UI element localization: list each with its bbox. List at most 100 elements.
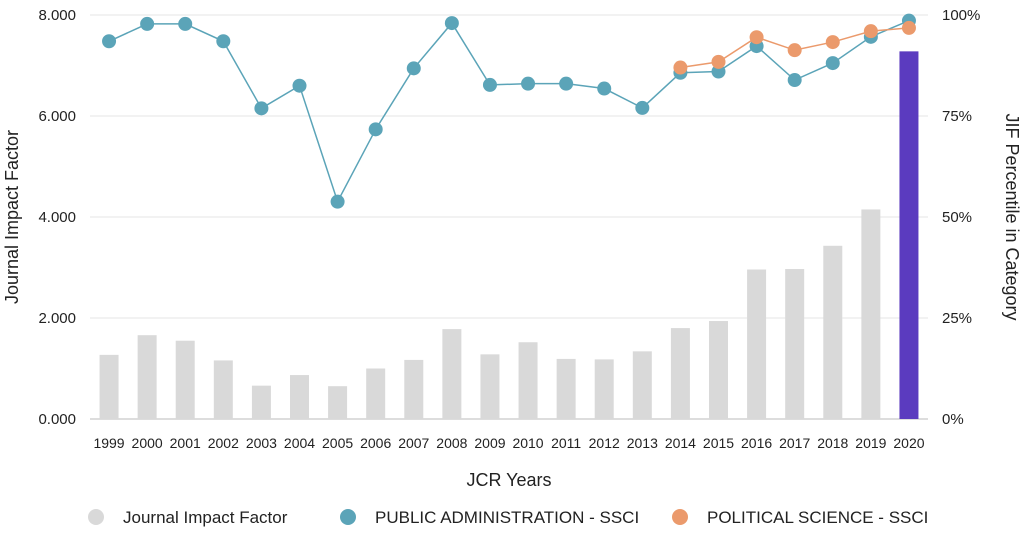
legend-label-public-admin: PUBLIC ADMINISTRATION - SSCI [375,508,639,527]
y-tick-label: 4.000 [38,209,76,226]
impact-factor-bars [99,51,919,420]
x-tick-label: 2008 [436,435,467,451]
point-2002[interactable] [216,34,231,49]
y-tick-label: 8.000 [38,7,76,24]
point-2013[interactable] [635,100,650,115]
point-2010[interactable] [521,76,536,91]
point-2012[interactable] [597,81,612,96]
legend-swatch-jif [88,509,104,525]
bar-2008[interactable] [442,329,462,419]
y2-tick-label: 75% [942,108,972,125]
percentile-lines [102,13,916,209]
point-2018[interactable] [825,56,840,71]
point-2011[interactable] [559,76,574,91]
x-tick-label: 2013 [627,435,658,451]
point-2001[interactable] [178,16,193,31]
x-tick-label: 2011 [551,435,581,451]
y-axis-title: Journal Impact Factor [2,130,22,304]
y-tick-label: 2.000 [38,310,76,327]
x-tick-label: 2003 [246,435,277,451]
point-2016[interactable] [749,30,764,45]
point-2006[interactable] [368,122,383,137]
x-tick-label: 2005 [322,435,353,451]
legend-label-jif: Journal Impact Factor [123,508,288,527]
legend: Journal Impact Factor PUBLIC ADMINISTRAT… [88,508,928,527]
y2-tick-label: 0% [942,411,964,428]
legend-label-political-science: POLITICAL SCIENCE - SSCI [707,508,928,527]
point-2015[interactable] [711,54,726,69]
point-2017[interactable] [787,43,802,58]
bar-2015[interactable] [709,321,728,419]
bar-2019[interactable] [861,209,881,419]
bar-2014[interactable] [670,328,690,419]
bar-2002[interactable] [213,360,233,419]
bar-2017[interactable] [785,269,805,419]
bar-2009[interactable] [480,354,500,419]
point-2017[interactable] [787,73,802,88]
x-tick-label: 2002 [208,435,239,451]
y2-tick-label: 100% [942,7,980,24]
point-2015[interactable] [711,64,726,79]
left-axis-ticks: 0.000 2.000 4.000 6.000 8.000 [38,7,76,428]
bar-2016[interactable] [747,269,767,419]
point-1999[interactable] [102,34,117,49]
x-tick-label: 2018 [817,435,848,451]
bar-2001[interactable] [175,340,195,419]
x-tick-label: 2001 [170,435,201,451]
point-2009[interactable] [482,77,497,92]
y2-tick-label: 25% [942,310,972,327]
point-2014[interactable] [673,60,688,75]
bar-2013[interactable] [632,351,652,419]
x-tick-label: 2017 [779,435,810,451]
x-tick-label: 2015 [703,435,734,451]
y2-tick-label: 50% [942,209,972,226]
bar-2006[interactable] [366,368,386,420]
point-2018[interactable] [825,35,840,50]
right-axis-ticks: 0% 25% 50% 75% 100% [942,7,980,428]
x-tick-label: 2007 [398,435,429,451]
point-2007[interactable] [406,61,421,76]
series-line [108,19,910,204]
point-2005[interactable] [330,194,345,209]
x-tick-label: 2010 [512,435,543,451]
point-2020[interactable] [901,20,916,35]
bar-2000[interactable] [137,335,157,419]
x-axis-title: JCR Years [466,470,551,490]
x-tick-label: 2014 [665,435,696,451]
x-tick-label: 2016 [741,435,772,451]
bar-2003[interactable] [251,385,271,419]
bar-2005[interactable] [328,386,348,419]
x-tick-label: 1999 [93,435,124,451]
x-tick-label: 2006 [360,435,391,451]
point-2019[interactable] [863,24,878,39]
point-2008[interactable] [444,16,459,31]
legend-item-public-administration[interactable]: PUBLIC ADMINISTRATION - SSCI [340,508,639,527]
legend-item-political-science[interactable]: POLITICAL SCIENCE - SSCI [672,508,928,527]
series-2 [673,20,916,75]
bar-1999[interactable] [99,354,119,419]
x-tick-label: 2009 [474,435,505,451]
y2-axis-title: JIF Percentile in Category [1002,113,1022,320]
bar-2007[interactable] [404,359,424,419]
x-tick-label: 2004 [284,435,315,451]
bar-2011[interactable] [556,358,576,419]
x-tick-label: 2020 [893,435,924,451]
x-tick-label: 2019 [855,435,886,451]
point-2003[interactable] [254,101,269,116]
bar-2018[interactable] [823,245,843,419]
point-2000[interactable] [140,16,155,31]
legend-item-journal-impact-factor[interactable]: Journal Impact Factor [88,508,288,527]
x-tick-label: 2012 [589,435,620,451]
series-1 [102,13,916,209]
point-2004[interactable] [292,78,307,93]
bar-2012[interactable] [594,359,614,419]
bar-2010[interactable] [518,342,538,419]
x-axis-ticks: 1999 2000 2001 2002 2003 2004 2005 2006 2007 2008… [93,435,924,451]
y-tick-label: 6.000 [38,108,76,125]
legend-swatch-political-science [672,509,688,525]
bar-2020[interactable] [899,51,919,420]
bar-2004[interactable] [290,375,309,419]
legend-swatch-public-admin [340,509,356,525]
